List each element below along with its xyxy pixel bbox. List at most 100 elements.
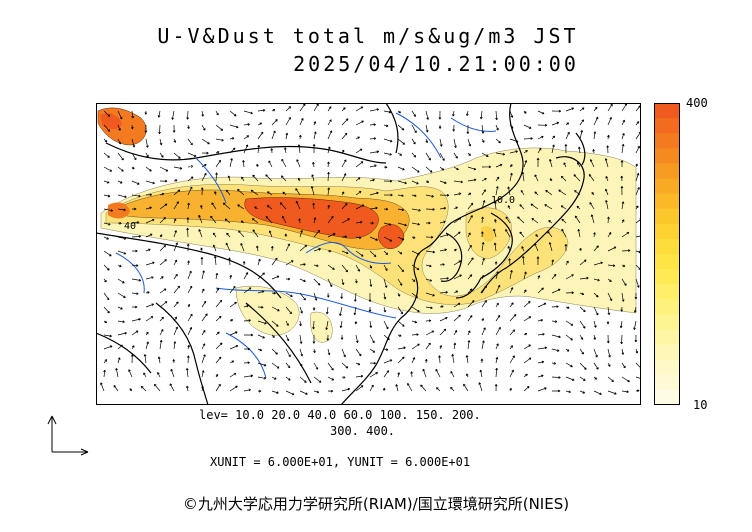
wind-vector [537, 374, 544, 378]
wind-vector [607, 348, 611, 358]
wind-vector [495, 314, 501, 322]
wind-vector [243, 333, 254, 337]
wind-vector [327, 376, 335, 381]
wind-vector [521, 246, 525, 252]
wind-vector [523, 301, 531, 308]
wind-vector [621, 348, 625, 355]
wind-vector [422, 368, 427, 378]
wind-vector [187, 202, 190, 210]
wind-vector [425, 166, 433, 173]
wind-vector [395, 384, 399, 392]
wind-vector [397, 124, 405, 131]
wind-vector [593, 348, 598, 358]
wind-vector [509, 387, 512, 392]
wind-vector [495, 284, 501, 294]
wind-vector [579, 292, 585, 296]
wind-vector [509, 269, 513, 280]
wind-vector [383, 110, 392, 114]
wind-vector [173, 273, 178, 280]
wind-vector [131, 278, 142, 282]
wind-vector [103, 180, 110, 184]
wind-vector [173, 201, 179, 210]
wind-vector [103, 320, 108, 324]
wind-vector [551, 334, 561, 339]
wind-vector [225, 189, 231, 196]
wind-vector [397, 306, 404, 315]
wind-vector [439, 263, 445, 266]
wind-vector [271, 257, 278, 266]
wind-vector [523, 344, 531, 350]
wind-vector [634, 292, 638, 300]
wind-vector [560, 205, 567, 210]
wind-vector [493, 242, 497, 252]
wind-vector [544, 204, 553, 210]
wind-vector [549, 178, 553, 182]
wind-vector [170, 368, 175, 378]
wind-vector [548, 220, 553, 224]
wind-vector [355, 236, 362, 240]
colorbar-segment [654, 359, 680, 376]
wind-vector [131, 207, 137, 211]
wind-vector [341, 203, 348, 210]
wind-vector [355, 204, 365, 210]
wind-vector [173, 285, 181, 294]
wind-vector [355, 374, 364, 378]
wind-vector [201, 385, 204, 392]
wind-vector [271, 390, 279, 394]
wind-vector [523, 357, 532, 364]
wind-vector [551, 135, 556, 140]
wind-vector [325, 320, 329, 330]
wind-vector [173, 152, 181, 159]
wind-vector [508, 258, 511, 266]
wind-vector [103, 166, 113, 172]
wind-vector [145, 316, 154, 322]
wind-vectors [100, 103, 641, 396]
wind-vector [130, 354, 134, 364]
wind-vector [257, 348, 263, 352]
wind-vector [635, 121, 640, 126]
wind-vector [530, 203, 539, 210]
wind-vector [355, 148, 363, 154]
wind-vector [145, 291, 150, 294]
wind-vector [341, 132, 348, 140]
colorbar-segment [654, 133, 680, 149]
wind-vector [243, 110, 253, 115]
wind-vector [450, 371, 455, 378]
wind-vector [383, 250, 389, 255]
wind-vector [327, 215, 334, 224]
wind-vector [383, 193, 393, 197]
wind-vector [201, 313, 208, 322]
wind-vector [237, 188, 245, 196]
colorbar-segment [654, 344, 680, 361]
wind-vector [299, 230, 303, 238]
colorbar-segment [654, 389, 680, 405]
wind-vector [531, 218, 539, 224]
wind-vector [215, 331, 220, 336]
wind-vector [605, 176, 609, 182]
wind-vector [145, 138, 149, 148]
wind-vector [537, 332, 545, 336]
wind-vector [633, 306, 637, 313]
wind-vector [534, 243, 539, 252]
wind-vector [268, 230, 273, 238]
wind-vector [173, 326, 178, 336]
wind-vector [257, 122, 263, 126]
wind-vector [103, 138, 108, 143]
wind-vector [271, 291, 276, 295]
wind-vector [159, 166, 169, 172]
wind-vector [200, 247, 203, 252]
wind-vector [593, 245, 599, 252]
wind-vector [425, 342, 431, 350]
wind-vector [284, 233, 288, 238]
wind-vector [215, 172, 218, 182]
wind-vector [551, 389, 561, 393]
wind-vector [383, 207, 389, 211]
wind-vector [369, 221, 374, 225]
wind-vector [621, 231, 630, 238]
wind-vector [243, 374, 254, 378]
wind-vector [243, 123, 250, 126]
wind-vector [229, 285, 236, 294]
wind-vector [407, 383, 413, 392]
wind-vector [397, 194, 404, 198]
wind-vector [411, 278, 416, 282]
